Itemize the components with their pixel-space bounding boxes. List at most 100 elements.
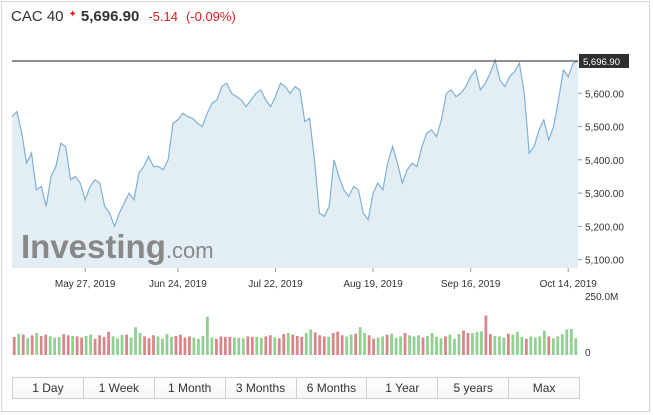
volume-bar	[259, 337, 263, 355]
volume-bar	[372, 338, 376, 355]
volume-bar	[354, 333, 358, 355]
volume-bar	[358, 327, 362, 355]
volume-bar	[93, 338, 97, 355]
volume-bar	[322, 336, 326, 355]
volume-bar	[156, 336, 160, 355]
volume-bar	[471, 333, 474, 355]
volume-bar	[98, 335, 101, 355]
volume-axis-label: 0	[585, 348, 591, 359]
volume-bar	[125, 334, 128, 355]
period-button-max[interactable]: Max	[509, 378, 579, 398]
volume-bar	[107, 331, 110, 355]
volume-bar	[484, 315, 488, 355]
volume-bar	[547, 336, 551, 355]
volume-bar	[295, 336, 299, 355]
y-tick-label: 5,600.00	[585, 89, 624, 100]
volume-bar	[309, 329, 313, 355]
period-button-6-months[interactable]: 6 Months	[296, 378, 368, 398]
volume-bar	[515, 331, 519, 355]
price-change-percent: (-0.09%)	[185, 9, 236, 24]
volume-bar	[210, 337, 214, 355]
volume-bar	[201, 336, 205, 355]
volume-bar	[102, 336, 106, 355]
volume-bar	[489, 334, 492, 355]
volume-bar	[331, 333, 335, 355]
volume-bar	[439, 338, 443, 355]
volume-bar	[116, 338, 119, 355]
volume-bar	[435, 336, 438, 355]
y-tick-label: 5,500.00	[585, 123, 624, 134]
volume-bar	[466, 333, 470, 355]
volume-bar	[228, 336, 232, 355]
volume-bar	[192, 337, 196, 355]
volume-bar	[538, 336, 542, 355]
volume-bar	[53, 337, 57, 355]
volume-bar	[533, 337, 537, 355]
volume-bar	[183, 337, 187, 355]
period-button-1-week[interactable]: 1 Week	[83, 378, 155, 398]
volume-bar	[39, 336, 43, 355]
logo-brand: Investing	[21, 228, 166, 265]
volume-bar	[318, 335, 322, 355]
period-button-1-year[interactable]: 1 Year	[367, 378, 439, 398]
volume-bar	[574, 338, 578, 355]
volume-bar	[161, 338, 164, 355]
volume-bar	[457, 334, 461, 355]
volume-bar	[12, 336, 16, 355]
volume-bar	[421, 337, 425, 355]
volume-bar	[448, 334, 452, 355]
price-change: -5.14	[148, 9, 178, 24]
volume-bar	[215, 338, 218, 355]
volume-bar	[551, 338, 555, 355]
volume-bar	[246, 336, 250, 355]
volume-bar	[417, 335, 420, 355]
down-arrow-icon: ✦	[68, 9, 77, 20]
volume-bar	[188, 336, 191, 355]
volume-bar	[129, 337, 133, 355]
volume-bar	[480, 331, 483, 355]
volume-bar	[277, 338, 281, 355]
volume-bar	[313, 332, 317, 355]
volume-bar	[75, 336, 79, 355]
volume-bar	[560, 334, 564, 355]
volume-bar	[565, 329, 569, 355]
volume-bar	[453, 338, 456, 355]
volume-bar	[57, 336, 61, 355]
volume-bar	[444, 336, 447, 355]
volume-bar	[408, 335, 411, 355]
volume-bar	[219, 336, 223, 355]
x-tick-label: Jul 22, 2019	[248, 279, 303, 290]
volume-bar	[556, 336, 560, 355]
y-tick-label: 5,400.00	[585, 156, 624, 167]
volume-bar	[403, 333, 407, 355]
x-tick-label: May 27, 2019	[55, 279, 116, 290]
period-button-1-day[interactable]: 1 Day	[13, 378, 84, 398]
volume-bar	[62, 334, 66, 355]
volume-bar	[340, 335, 344, 355]
volume-bar	[26, 338, 30, 355]
volume-bar	[506, 333, 510, 355]
investing-logo: Investing.com	[21, 228, 214, 265]
volume-bar	[143, 336, 146, 355]
volume-bar	[367, 335, 371, 355]
volume-bar	[412, 336, 416, 355]
volume-bar	[206, 316, 209, 355]
volume-bar	[44, 334, 48, 355]
period-button-3-months[interactable]: 3 Months	[225, 378, 297, 398]
volume-bar	[71, 336, 75, 355]
volume-bar	[327, 336, 331, 355]
volume-bar	[147, 338, 151, 355]
volume-bar	[111, 336, 115, 355]
volume-bar	[336, 331, 340, 355]
volume-bar	[255, 336, 259, 355]
period-button-1-month[interactable]: 1 Month	[154, 378, 226, 398]
volume-bar	[170, 336, 173, 355]
volume-bar	[232, 337, 236, 355]
volume-bar	[462, 330, 465, 355]
volume-bar	[542, 330, 546, 355]
volume-bar	[381, 336, 384, 355]
volume-bar	[134, 327, 137, 355]
period-button-5-years[interactable]: 5 years	[438, 378, 510, 398]
volume-bar	[426, 336, 429, 355]
